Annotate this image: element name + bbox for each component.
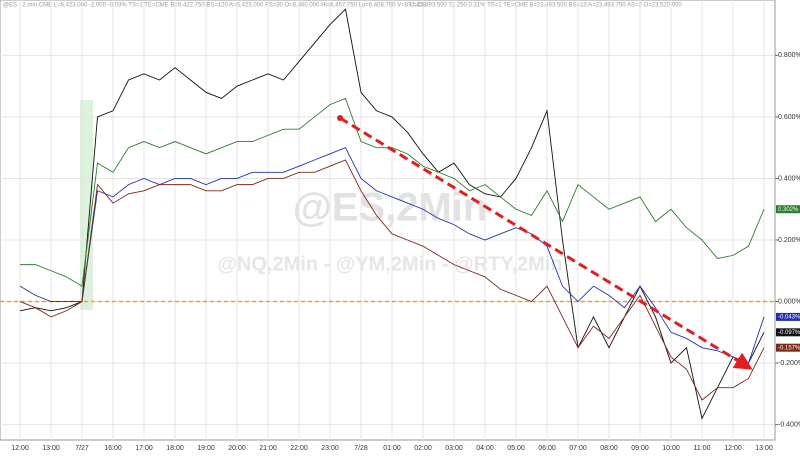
y-tick-label: -0.200% [778, 360, 800, 367]
end-tag [776, 343, 800, 352]
x-tick-label: 12:00 [724, 445, 742, 452]
x-tick-label: 06:00 [538, 445, 556, 452]
y-tick-label: 0.000% [778, 298, 800, 305]
x-tick-label: 08:00 [600, 445, 618, 452]
end-tag [776, 312, 800, 321]
header-left: @ES - 2 min CME L=6,423.000 -2.000 -0.03… [3, 3, 427, 9]
session-highlight [80, 100, 93, 310]
x-tick-label: 03:00 [445, 445, 463, 452]
y-tick-label: 0.600% [778, 114, 800, 121]
x-tick-label: 23:00 [321, 445, 339, 452]
end-label: -0.097% [778, 330, 800, 336]
arrow-start [337, 115, 343, 121]
x-tick-label: 09:00 [631, 445, 649, 452]
header-right: L=23,493.500 72.250 0.31% TS=1 TE=CME B=… [410, 3, 682, 9]
series-line [19, 147, 765, 364]
x-tick-label: 11:00 [694, 445, 711, 452]
x-tick-label: 02:00 [414, 445, 432, 452]
y-tick-label: 0.200% [778, 237, 800, 244]
series-line [20, 97, 765, 287]
lines [19, 8, 765, 420]
x-tick-label: 18:00 [166, 445, 184, 452]
x-tick-label: 7/27 [75, 445, 89, 452]
y-tick-label: 0.400% [778, 175, 800, 182]
y-tick-label: 0.800% [778, 52, 800, 59]
x-tick-label: 13:00 [755, 445, 773, 452]
x-tick-label: 19:00 [197, 445, 215, 452]
plot-area [0, 0, 776, 441]
x-tick-label: 10:00 [662, 445, 680, 452]
y-tick-label: -0.400% [778, 421, 800, 428]
x-tick-label: 13:00 [42, 445, 60, 452]
x-tick-label: 21:00 [259, 445, 277, 452]
series-line [19, 159, 765, 401]
x-tick-label: 12:00 [11, 445, 29, 452]
x-tick-label: 05:00 [507, 445, 525, 452]
x-tick-label: 01:00 [383, 445, 401, 452]
x-tick-label: 7/28 [354, 445, 368, 452]
x-tick-label: 04:00 [476, 445, 494, 452]
x-tick-label: 07:00 [569, 445, 587, 452]
end-tag [776, 328, 800, 337]
trend-arrow [339, 116, 753, 370]
grid [0, 0, 775, 440]
watermark-sub: @NQ,2Min - @YM,2Min - @RTY,2Min [217, 253, 562, 275]
end-tag [776, 205, 800, 214]
x-tick-label: 20:00 [228, 445, 246, 452]
x-tick-label: 16:00 [104, 445, 122, 452]
watermark: @ES,2Min [293, 186, 488, 230]
end-label: -0.157% [778, 345, 800, 351]
end-label: -0.043% [778, 315, 800, 321]
x-tick-label: 17:00 [135, 445, 153, 452]
x-tick-label: 22:00 [290, 445, 308, 452]
end-label: 0.302% [778, 207, 799, 213]
